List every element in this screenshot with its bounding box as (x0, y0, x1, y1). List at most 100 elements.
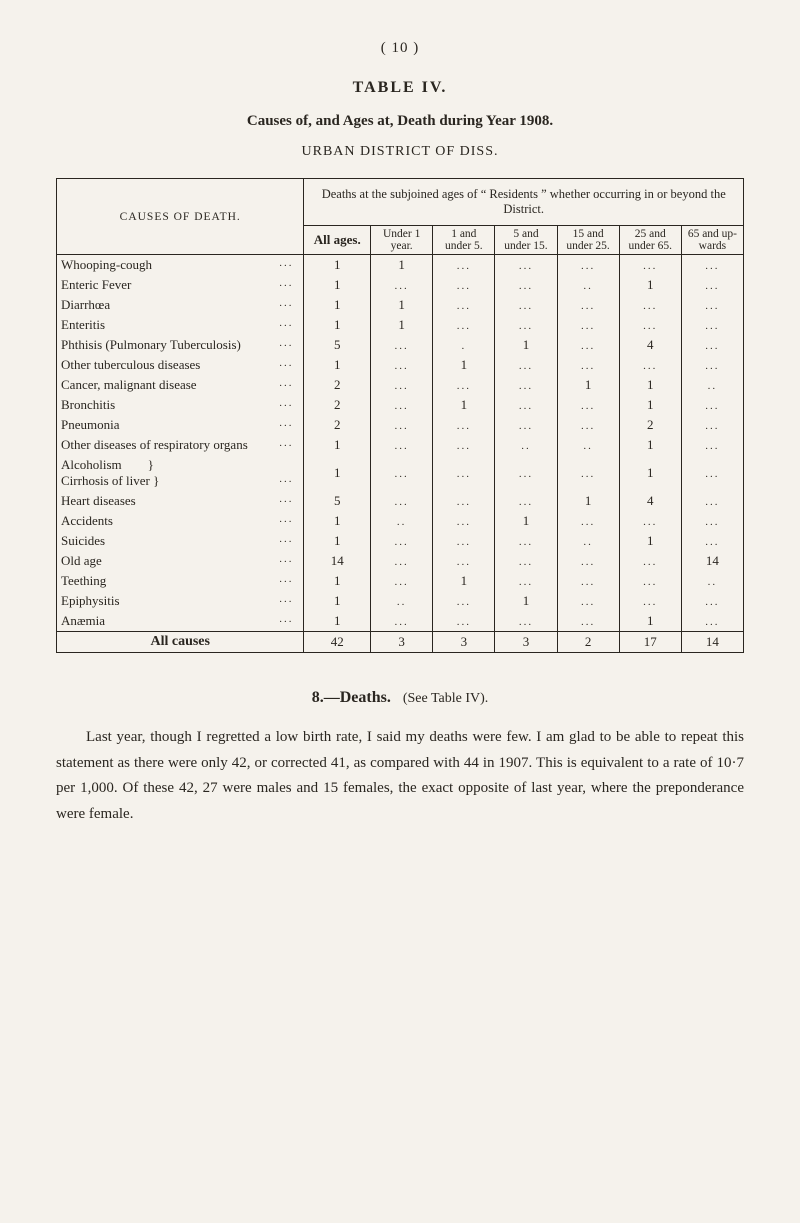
header-col-0: Under 1 year. (371, 226, 433, 255)
cell: ... (619, 591, 681, 611)
table-title: TABLE IV. (56, 79, 744, 97)
cell: ... (681, 295, 743, 315)
cause-cell: Pneumonia... (57, 415, 304, 435)
cell: 1 (304, 315, 371, 335)
cell: ... (433, 531, 495, 551)
cell: ... (681, 611, 743, 632)
cell: ... (371, 455, 433, 491)
table-row: Suicides...1...........1... (57, 531, 744, 551)
header-col-5: 65 and up-wards (681, 226, 743, 255)
cell: ... (557, 415, 619, 435)
cell: ... (681, 415, 743, 435)
cell: ... (681, 531, 743, 551)
cell: .. (557, 275, 619, 295)
cell: ... (557, 355, 619, 375)
cell: ... (371, 491, 433, 511)
cell: ... (433, 491, 495, 511)
cell: ... (681, 435, 743, 455)
cell: 1 (495, 335, 557, 355)
cell: .. (371, 591, 433, 611)
cell: ... (619, 255, 681, 276)
cause-cell: Heart diseases... (57, 491, 304, 511)
cell: ... (619, 295, 681, 315)
cell: 2 (304, 395, 371, 415)
table-row: Phthisis (Pulmonary Tuberculosis)...5...… (57, 335, 744, 355)
cell: ... (557, 511, 619, 531)
cell: 1 (304, 455, 371, 491)
table-row: Bronchitis...2...1......1... (57, 395, 744, 415)
cell: ... (495, 355, 557, 375)
cell: ... (681, 591, 743, 611)
cell: 4 (619, 335, 681, 355)
cell: ... (495, 415, 557, 435)
cell: ... (495, 551, 557, 571)
cell: 1 (619, 455, 681, 491)
table-row: Epiphysitis...1.....1......... (57, 591, 744, 611)
table-row: Teething...1...1........... (57, 571, 744, 591)
cell: 2 (619, 415, 681, 435)
cell: ... (681, 355, 743, 375)
cell: ... (433, 511, 495, 531)
cell: 1 (619, 531, 681, 551)
cause-cell: Enteritis... (57, 315, 304, 335)
cell: ... (619, 551, 681, 571)
cell: ... (433, 455, 495, 491)
cell: ... (557, 611, 619, 632)
cell: ... (557, 591, 619, 611)
cell: 1 (619, 611, 681, 632)
cell: ... (557, 551, 619, 571)
cell: ... (433, 315, 495, 335)
cell: ... (557, 571, 619, 591)
cell: .. (371, 511, 433, 531)
table-row: Cancer, malignant disease...2.........11… (57, 375, 744, 395)
cell: ... (495, 491, 557, 511)
cell: ... (433, 591, 495, 611)
cell: 1 (304, 591, 371, 611)
cell: ... (681, 255, 743, 276)
cause-cell: Alcoholism }Cirrhosis of liver }... (57, 455, 304, 491)
cell: 1 (304, 511, 371, 531)
cell: .. (495, 435, 557, 455)
cell: ... (371, 611, 433, 632)
cell: 14 (681, 551, 743, 571)
section-see: (See Table IV). (403, 691, 488, 706)
cell: ... (681, 315, 743, 335)
cell: ... (371, 551, 433, 571)
totals-c2: 3 (495, 632, 557, 653)
cell: ... (557, 255, 619, 276)
cell: ... (371, 415, 433, 435)
table-row: Diarrhœa...11............... (57, 295, 744, 315)
cell: ... (557, 335, 619, 355)
section-title-text: Deaths. (340, 689, 391, 706)
page-number: ( 10 ) (56, 40, 744, 57)
cause-cell: Accidents... (57, 511, 304, 531)
cell: 1 (433, 395, 495, 415)
cell: ... (371, 375, 433, 395)
cell: ... (433, 435, 495, 455)
cell: 1 (371, 315, 433, 335)
cell: .. (681, 375, 743, 395)
totals-c0: 3 (371, 632, 433, 653)
cell: ... (619, 315, 681, 335)
header-all-ages: All ages. (304, 226, 371, 255)
cause-cell: Teething... (57, 571, 304, 591)
header-col-3: 15 and under 25. (557, 226, 619, 255)
cell: ... (433, 611, 495, 632)
header-col-1: 1 and under 5. (433, 226, 495, 255)
cause-cell: Suicides... (57, 531, 304, 551)
cell: ... (495, 255, 557, 276)
cell: 1 (557, 491, 619, 511)
cause-cell: Other tuberculous diseases... (57, 355, 304, 375)
cell: ... (681, 455, 743, 491)
totals-c1: 3 (433, 632, 495, 653)
cell: ... (433, 275, 495, 295)
cell: 1 (371, 255, 433, 276)
cause-cell: Bronchitis... (57, 395, 304, 415)
cell: ... (681, 275, 743, 295)
cause-cell: Whooping-cough... (57, 255, 304, 276)
cell: ... (371, 335, 433, 355)
cell: .. (557, 531, 619, 551)
cell: ... (681, 395, 743, 415)
cell: ... (495, 611, 557, 632)
cause-cell: Old age... (57, 551, 304, 571)
